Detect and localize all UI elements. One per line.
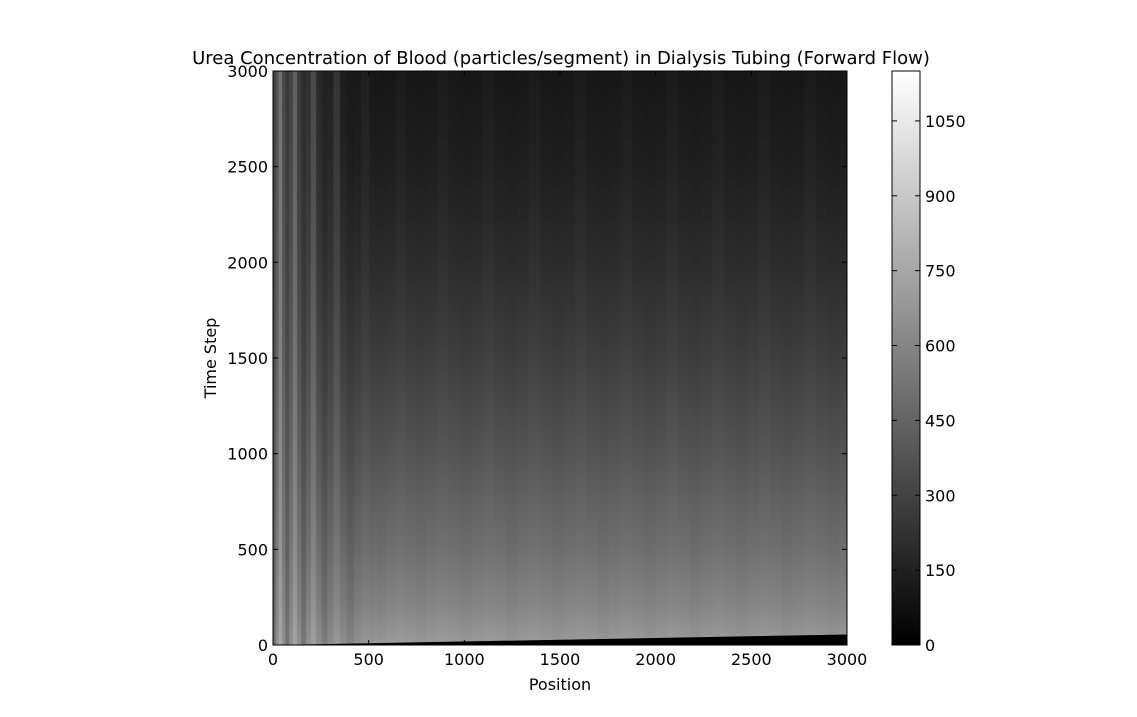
column-stripe [321,71,328,645]
chart-title: Urea Concentration of Blood (particles/s… [192,48,930,69]
column-stripe [667,71,678,645]
colorbar-tick-label: 750 [925,262,956,281]
colorbar-tick-label: 150 [925,561,956,580]
x-axis-label: Position [529,675,591,694]
column-stripe [529,71,540,645]
column-stripe [827,71,838,645]
y-tick-label: 0 [258,636,268,655]
column-stripe [460,71,471,645]
column-stripe [804,71,815,645]
x-axis: 0 500 1000 1500 2000 2500 3000 [268,71,867,669]
column-stripe [713,71,724,645]
column-stripe [644,71,655,645]
column-stripe [333,71,341,645]
column-stripe [690,71,701,645]
column-stripe [437,71,448,645]
column-stripe [301,71,307,645]
column-stripe [552,71,563,645]
column-stripe [361,71,369,645]
column-stripe [378,71,387,645]
front-line-region [273,634,847,645]
colorbar-tick-label: 450 [925,411,956,430]
y-axis: 0 500 1000 1500 2000 2500 3000 [227,62,847,655]
colorbar-axis: 0 150 300 450 600 750 900 1050 [892,112,966,655]
column-stripe [781,71,792,645]
column-stripe [310,71,317,645]
colorbar-tick-label: 600 [925,337,956,356]
column-stripe [396,71,406,645]
column-stripe [278,71,283,645]
y-tick-label: 1000 [227,445,268,464]
x-tick-label: 2500 [731,650,772,669]
column-stripe [575,71,586,645]
y-tick-label: 3000 [227,62,268,81]
colorbar-tick-label: 900 [925,187,956,206]
column-stripe [415,71,426,645]
x-tick-label: 1000 [444,650,485,669]
colorbar-tick-label: 300 [925,486,956,505]
y-tick-label: 1500 [227,349,268,368]
colorbar [891,70,921,646]
y-tick-label: 2000 [227,253,268,272]
colorbar-tick-label: 0 [925,636,935,655]
column-stripe [506,71,517,645]
y-tick-label: 500 [237,540,268,559]
column-stripe [285,71,290,645]
x-tick-label: 3000 [827,650,868,669]
column-stripe [346,71,355,645]
x-tick-label: 1500 [540,650,581,669]
column-stripe [292,71,298,645]
colorbar-tick-label: 1050 [925,112,966,131]
column-stripe [758,71,769,645]
column-stripe [735,71,746,645]
column-stripe [483,71,494,645]
column-stripe [598,71,609,645]
x-tick-label: 0 [268,650,278,669]
plot-area [273,71,847,645]
x-tick-label: 2000 [635,650,676,669]
y-axis-label: Time Step [201,318,220,400]
y-tick-label: 2500 [227,158,268,177]
left-edge-bright-band [273,71,383,645]
x-tick-label: 500 [353,650,384,669]
column-stripe [621,71,632,645]
